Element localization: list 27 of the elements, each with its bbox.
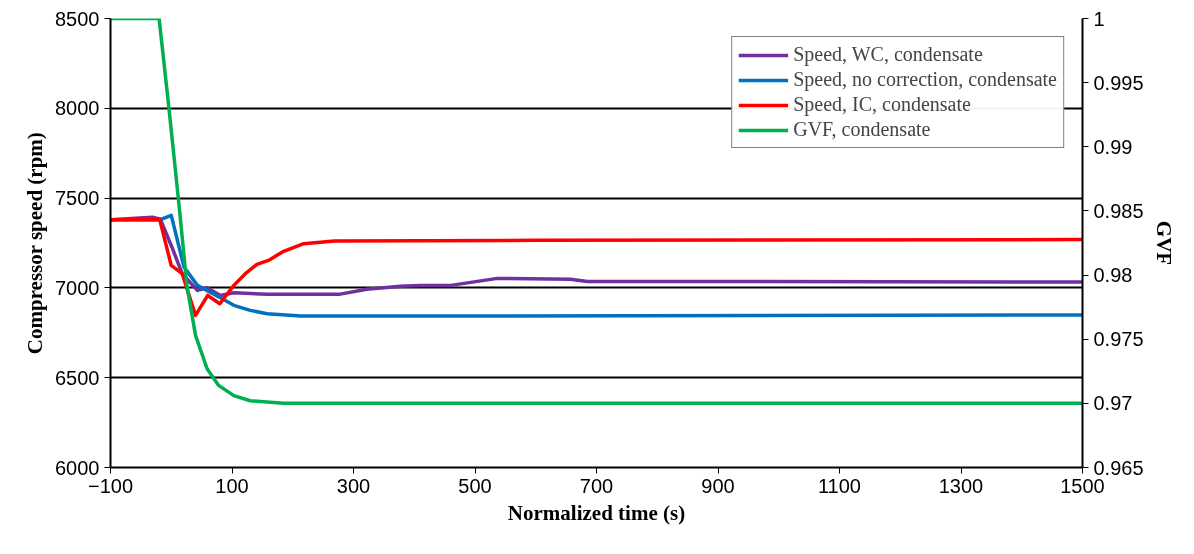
y-tick-label: 8000 — [55, 97, 100, 120]
y2-axis-title: GVF — [1151, 220, 1176, 266]
legend-label: Speed, WC, condensate — [793, 43, 983, 66]
x-tick-label: 100 — [215, 474, 249, 497]
x-tick-label: 1300 — [938, 474, 984, 497]
y2-tick-label: 0.99 — [1093, 135, 1133, 158]
legend-label: Speed, no correction, condensate — [793, 68, 1057, 91]
x-tick-label: 500 — [458, 474, 492, 497]
line-series — [110, 18, 1083, 406]
y2-tick-label: 0.985 — [1093, 199, 1144, 222]
y-tick-label: 7000 — [55, 276, 100, 299]
legend-label: GVF, condensate — [793, 118, 931, 141]
y2-tick-label: 0.995 — [1093, 71, 1144, 94]
y2-tick-label: 0.97 — [1093, 392, 1133, 415]
x-axis-title: Normalized time (s) — [507, 500, 686, 525]
x-tick-label: 300 — [336, 474, 371, 497]
y-axis-title: Compressor speed (rpm) — [23, 132, 48, 355]
x-tick-label: 900 — [701, 474, 735, 497]
y-tick-label: 8500 — [55, 7, 100, 30]
y2-tick-label: 1 — [1093, 7, 1105, 30]
legend-label: Speed, IC, condensate — [793, 93, 971, 116]
y-tick-label: 6500 — [55, 366, 100, 389]
y-tick-label: 7500 — [55, 187, 100, 210]
x-tick-label: 1100 — [818, 474, 862, 497]
y2-tick-label: 0.975 — [1093, 328, 1144, 351]
y2-tick-label: 0.98 — [1093, 264, 1133, 287]
x-tick-label: 700 — [579, 474, 614, 497]
